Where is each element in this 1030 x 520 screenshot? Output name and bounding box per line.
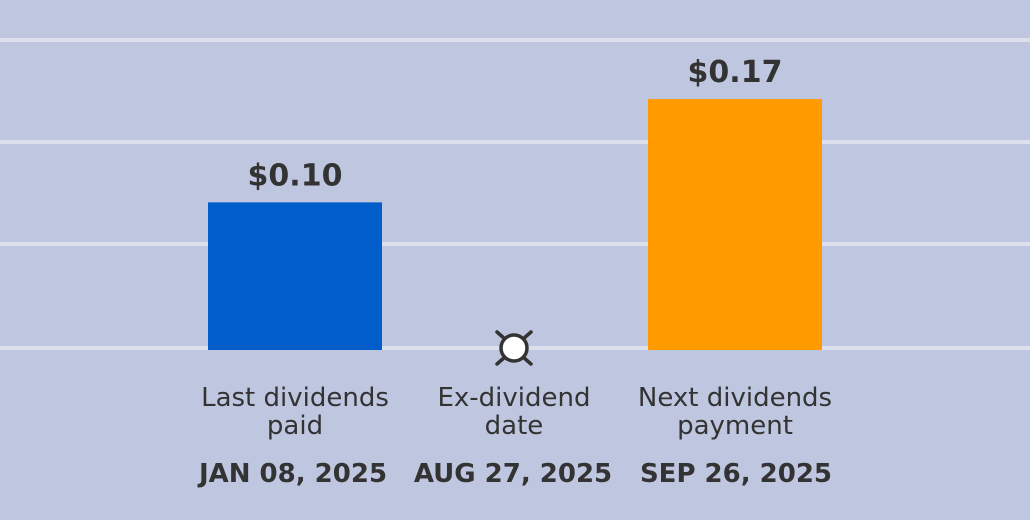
- bar-0: [208, 202, 382, 350]
- date-label-0: JAN 08, 2025: [197, 459, 387, 489]
- gridlines: [0, 38, 1030, 350]
- bar-2: [648, 99, 822, 350]
- date-label-1: AUG 27, 2025: [414, 459, 612, 489]
- bars: [208, 99, 822, 350]
- sun-icon: [495, 330, 533, 366]
- category-label-0-line-0: Last dividends: [201, 383, 389, 413]
- category-label-2-line-0: Next dividends: [638, 383, 832, 413]
- date-label-2: SEP 26, 2025: [640, 459, 832, 489]
- category-label-2-line-1: payment: [677, 411, 793, 441]
- category-label-0-line-1: paid: [267, 411, 323, 441]
- category-label-1-line-0: Ex-dividend: [437, 383, 590, 413]
- ex-dividend-marker: [495, 330, 533, 366]
- value-label-2: $0.17: [688, 55, 783, 90]
- category-label-1-line-1: date: [485, 411, 544, 441]
- value-label-0: $0.10: [248, 158, 343, 193]
